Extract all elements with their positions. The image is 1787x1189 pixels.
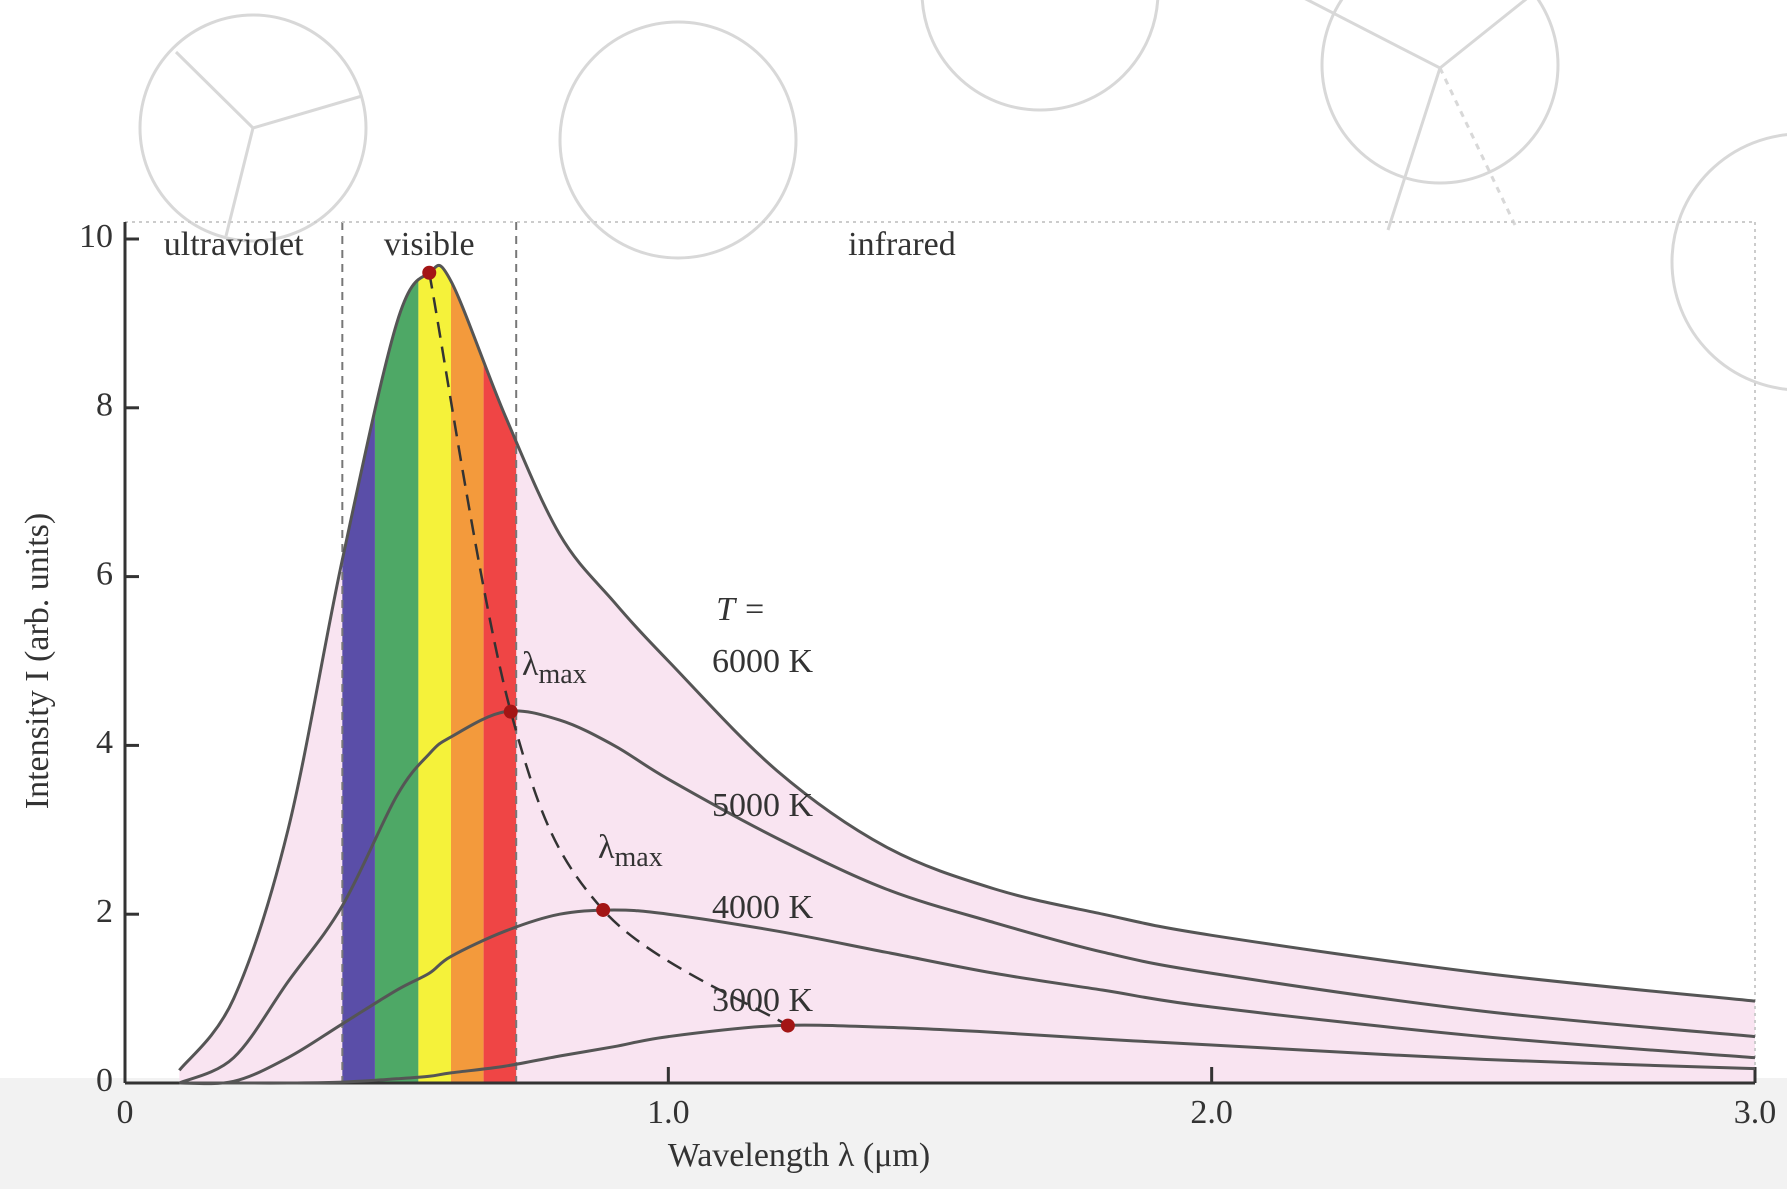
curve — [179, 1023, 1756, 1085]
y-tick-label: 6 — [96, 555, 113, 592]
y-tick-label: 8 — [96, 387, 113, 424]
peak-point — [503, 704, 518, 719]
decoration — [138, 0, 1787, 391]
bottom-strip — [0, 1078, 1787, 1189]
lambda-symbol: λ — [522, 646, 539, 683]
x-tick-label: 3.0 — [1734, 1094, 1777, 1131]
y-tick-label: 0 — [96, 1062, 113, 1099]
y-tick-label: 10 — [79, 218, 113, 255]
x-tick-label: 2.0 — [1190, 1094, 1233, 1131]
x-axis-label: Wavelength λ (μm) — [668, 1137, 930, 1174]
region-label: visible — [384, 226, 475, 263]
x-tick-label: 0 — [117, 1094, 134, 1131]
peak-point — [596, 902, 611, 917]
plot: ultraviolet visible infrared 0 2 4 6 8 10 0 1.0 2.0… — [79, 218, 1776, 1131]
peak-point — [422, 265, 437, 280]
curve — [178, 709, 1756, 1085]
spectrum-band — [418, 265, 451, 1083]
spectrum-band — [483, 265, 517, 1083]
region-label: infrared — [848, 226, 956, 263]
y-axis-label: Intensity I (arb. units) — [19, 513, 56, 810]
lambda-subscript: max — [615, 842, 663, 873]
curve — [179, 908, 1756, 1086]
series-label: 5000 K — [712, 787, 814, 824]
y-tick-label: 2 — [96, 893, 113, 930]
series-label: 4000 K — [712, 889, 814, 926]
lambda-max-label: λmax — [598, 829, 663, 874]
y-tick-label: 4 — [96, 724, 113, 761]
spectrum-band — [374, 265, 419, 1083]
region-label: ultraviolet — [164, 226, 304, 263]
curve — [178, 263, 1756, 1072]
spectrum-band — [342, 265, 375, 1083]
x-tick-label: 1.0 — [647, 1094, 690, 1131]
area-fill — [179, 265, 1755, 1083]
lambda-subscript: max — [539, 659, 587, 690]
temperature-label: T = — [716, 591, 766, 628]
lambda-max-label: λmax — [522, 646, 587, 691]
peak-point — [780, 1018, 795, 1033]
lambda-symbol: λ — [598, 829, 615, 866]
peak-locus — [428, 272, 789, 1027]
series-label: 6000 K — [712, 643, 814, 680]
